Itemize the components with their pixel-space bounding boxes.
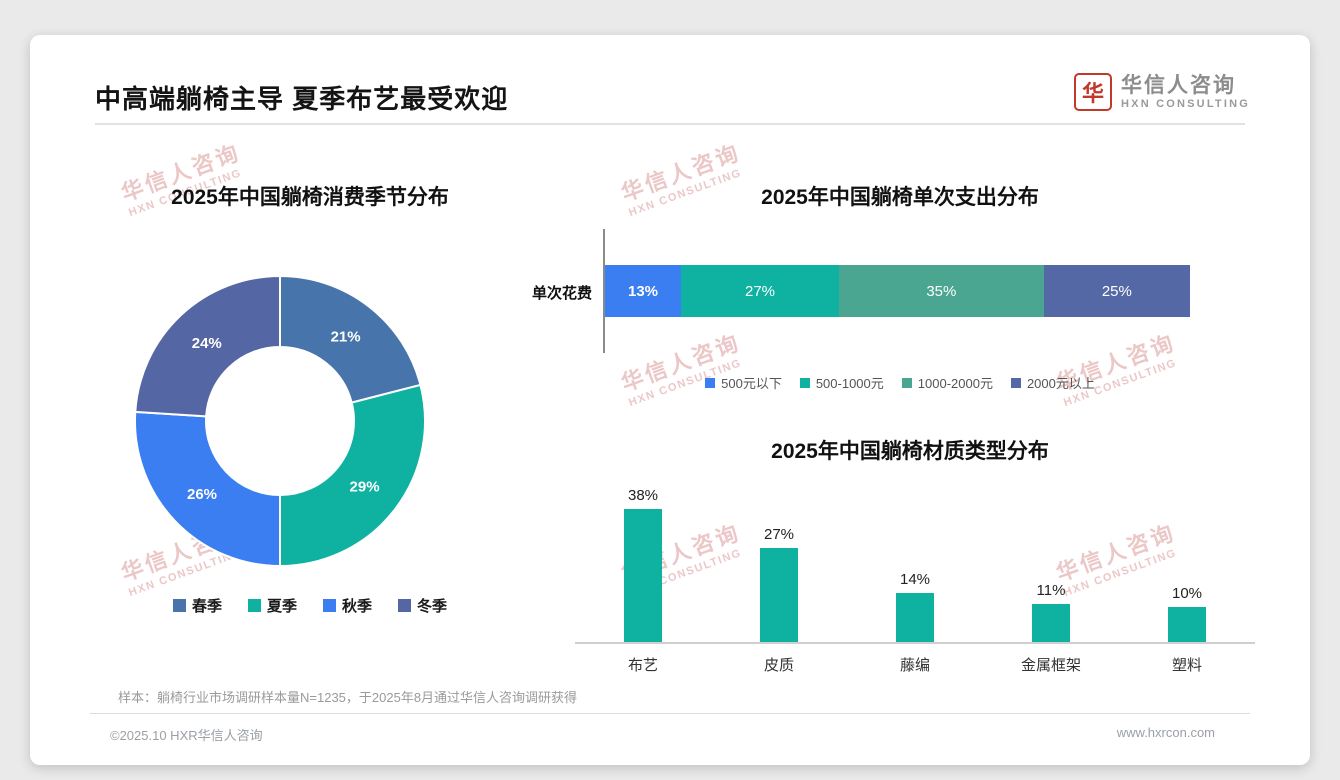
bar-rect — [1032, 603, 1070, 642]
brand-logo-text: 华信人咨询 HXN CONSULTING — [1121, 74, 1250, 109]
legend-item: 500-1000元 — [799, 373, 884, 392]
legend-item: 春季 — [172, 595, 222, 616]
legend-label: 500元以下 — [721, 376, 782, 391]
bar-value-label: 11% — [1036, 581, 1066, 599]
legend-item: 1000-2000元 — [901, 373, 993, 392]
header-divider — [95, 123, 1245, 125]
legend-swatch — [799, 377, 810, 388]
bar-rect — [1168, 607, 1206, 642]
bar-rect — [624, 509, 662, 642]
bar-column: 38% 布艺 — [575, 487, 711, 675]
bar-rect — [896, 593, 934, 642]
stacked-segment: 27% — [681, 265, 839, 317]
legend-label: 1000-2000元 — [917, 376, 993, 391]
stacked-legend: 500元以下 500-1000元 1000-2000元 2000元以上 — [570, 373, 1230, 392]
sample-note: 样本：躺椅行业市场调研样本量N=1235，于2025年8月通过华信人咨询调研获得 — [118, 690, 578, 705]
brand-name-en: HXN CONSULTING — [1121, 97, 1250, 110]
stacked-chart-axis — [603, 229, 605, 353]
donut-chart-title: 2025年中国躺椅消费季节分布 — [171, 186, 449, 209]
bar-value-label: 10% — [1171, 585, 1203, 602]
stacked-row-label: 单次花费 — [531, 285, 592, 302]
legend-swatch — [323, 599, 336, 612]
bar-chart-bars: 38% 布艺 27% 皮质 14% 藤编 11% 金属框架 10% 塑料 — [575, 487, 1255, 675]
bar-column: 10% 塑料 — [1119, 487, 1255, 675]
donut-chart: 21% 29% 26% 24% — [134, 274, 426, 568]
donut-segment — [134, 274, 281, 418]
stacked-chart-title: 2025年中国躺椅单次支出分布 — [761, 186, 1039, 209]
brand-watermark: 华信人咨询 HXN CONSULTING — [617, 329, 744, 410]
legend-label: 2000元以上 — [1026, 376, 1095, 391]
legend-label: 春季 — [191, 598, 222, 615]
legend-label: 夏季 — [266, 598, 297, 615]
legend-item: 秋季 — [323, 595, 372, 616]
legend-swatch — [247, 599, 261, 612]
bar-category-label: 塑料 — [1171, 657, 1202, 674]
donut-segment — [279, 383, 426, 568]
donut-legend: 春季 夏季 秋季 冬季 — [50, 595, 570, 616]
bar-chart: 38% 布艺 27% 皮质 14% 藤编 11% 金属框架 10% 塑料 — [575, 487, 1255, 675]
donut-value-label: 21% — [331, 328, 361, 345]
legend-swatch — [172, 599, 186, 612]
page-title: 中高端躺椅主导 夏季布艺最受欢迎 — [95, 84, 509, 114]
stacked-segment: 35% — [838, 265, 1044, 317]
footer-divider — [90, 713, 1250, 714]
brand-watermark: 华信人咨询 HXN CONSULTING — [1052, 329, 1179, 410]
brand-name-cn: 华信人咨询 — [1121, 74, 1237, 98]
legend-item: 冬季 — [398, 595, 447, 616]
bar-column: 11% 金属框架 — [983, 487, 1119, 675]
donut-value-label: 24% — [192, 335, 222, 352]
bar-value-label: 14% — [899, 571, 931, 588]
bar-value-label: 27% — [763, 525, 795, 543]
bar-chart-title: 2025年中国躺椅材质类型分布 — [771, 440, 1049, 463]
bar-category-label: 布艺 — [627, 657, 658, 674]
donut-value-label: 26% — [187, 486, 217, 503]
legend-swatch — [398, 599, 412, 612]
donut-segment — [134, 410, 281, 568]
legend-swatch — [1010, 377, 1021, 388]
footer-copyright: ©2025.10 HXR华信人咨询 — [110, 728, 263, 743]
bar-chart-baseline — [575, 642, 1255, 644]
stacked-bar: 13% 27% 35% 25% — [605, 265, 1190, 317]
footer-website: www.hxrcon.com — [1116, 725, 1215, 740]
bar-column: 14% 藤编 — [847, 487, 983, 675]
brand-logo-icon: 华 — [1074, 73, 1113, 111]
bar-category-label: 金属框架 — [1020, 657, 1081, 674]
brand-logo: 华 华信人咨询 HXN CONSULTING — [1074, 73, 1250, 111]
donut-value-label: 29% — [350, 479, 380, 496]
legend-item: 2000元以上 — [1010, 373, 1095, 392]
report-card: 华信人咨询 HXN CONSULTING 华信人咨询 HXN CONSULTING 华信… — [30, 35, 1310, 765]
legend-item: 夏季 — [247, 595, 297, 616]
legend-label: 秋季 — [342, 598, 373, 615]
stacked-segment: 13% — [605, 265, 682, 317]
bar-rect — [760, 547, 798, 642]
bar-column: 27% 皮质 — [711, 487, 847, 675]
bar-category-label: 皮质 — [763, 657, 794, 674]
bar-category-label: 藤编 — [899, 657, 930, 674]
legend-label: 冬季 — [417, 598, 448, 615]
legend-swatch — [705, 377, 716, 388]
bar-value-label: 38% — [627, 487, 659, 504]
stacked-segment: 25% — [1043, 265, 1190, 317]
legend-label: 500-1000元 — [815, 376, 884, 391]
legend-swatch — [901, 377, 912, 388]
donut-segment — [279, 274, 422, 404]
legend-item: 500元以下 — [705, 373, 782, 392]
